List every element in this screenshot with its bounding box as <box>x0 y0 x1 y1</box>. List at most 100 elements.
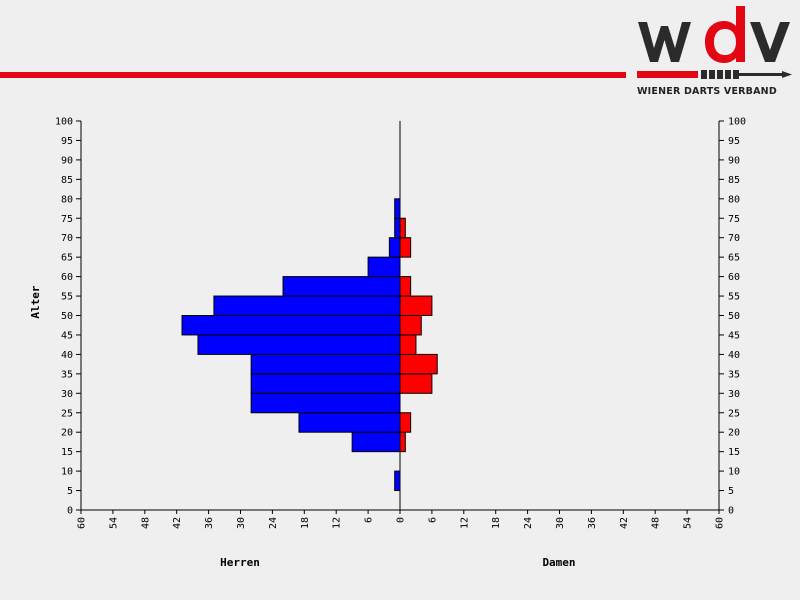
y-tick-label-right: 25 <box>728 408 740 419</box>
y-tick-label-left: 25 <box>61 408 73 419</box>
bar-herren-60 <box>367 256 401 278</box>
x-tick-label: 36 <box>587 517 598 529</box>
y-tick-label-left: 50 <box>61 311 73 322</box>
bar-herren-75 <box>394 198 401 219</box>
x-tick-label: 60 <box>77 517 88 529</box>
y-tick-label-left: 15 <box>61 447 73 458</box>
x-tick-label: 18 <box>300 517 311 529</box>
x-tick-label: 12 <box>459 517 470 529</box>
y-tick-label-left: 0 <box>67 506 73 517</box>
bar-damen-55 <box>399 276 412 297</box>
bar-damen-35 <box>399 353 438 375</box>
y-tick-label-right: 60 <box>728 272 740 283</box>
bar-herren-25 <box>250 392 401 414</box>
x-axis-title-herren: Herren <box>220 556 260 569</box>
bar-herren-65 <box>388 237 401 258</box>
bar-herren-50 <box>213 295 401 316</box>
x-tick-label: 30 <box>555 517 566 529</box>
bar-damen-70 <box>399 217 406 239</box>
y-tick-label-left: 20 <box>61 428 73 439</box>
y-tick-label-right: 70 <box>728 233 740 244</box>
bar-damen-45 <box>399 315 422 336</box>
y-tick-label-right: 90 <box>728 155 740 166</box>
y-tick-label-right: 35 <box>728 369 740 380</box>
bar-herren-20 <box>298 412 401 433</box>
header-red-line <box>0 72 626 78</box>
x-tick-label: 18 <box>491 517 502 529</box>
logo-letter-w <box>638 22 691 62</box>
bar-herren-40 <box>197 334 401 355</box>
y-tick-label-left: 35 <box>61 369 73 380</box>
y-tick-label-right: 80 <box>728 194 740 205</box>
bar-herren-70 <box>394 217 401 239</box>
logo-caption: WIENER DARTS VERBAND <box>637 86 777 97</box>
x-tick-label: 24 <box>268 517 279 529</box>
x-tick-label: 42 <box>172 517 183 529</box>
y-tick-label-right: 50 <box>728 311 740 322</box>
x-tick-label: 36 <box>204 517 215 529</box>
bar-herren-35 <box>250 353 401 375</box>
y-tick-label-left: 100 <box>55 117 73 128</box>
x-axis-title-damen: Damen <box>542 556 575 569</box>
x-tick-label: 0 <box>396 517 407 523</box>
y-tick-label-left: 10 <box>61 467 73 478</box>
y-tick-label-right: 0 <box>728 506 734 517</box>
x-tick-label: 48 <box>651 517 662 529</box>
y-tick-label-right: 15 <box>728 447 740 458</box>
x-tick-label: 54 <box>683 517 694 529</box>
bar-herren-55 <box>282 276 401 297</box>
x-tick-label: 48 <box>140 517 151 529</box>
logo-dart-red <box>637 71 698 78</box>
y-tick-label-left: 65 <box>61 253 73 264</box>
y-tick-label-right: 75 <box>728 214 740 225</box>
y-tick-label-left: 55 <box>61 292 73 303</box>
y-tick-label-left: 60 <box>61 272 73 283</box>
bar-damen-15 <box>399 431 406 453</box>
bars-layer <box>181 198 438 492</box>
bar-damen-40 <box>399 334 417 355</box>
y-tick-label-left: 40 <box>61 350 73 361</box>
y-tick-label-left: 45 <box>61 330 73 341</box>
y-tick-label-right: 5 <box>728 486 734 497</box>
bar-damen-65 <box>399 237 412 258</box>
y-tick-label-right: 55 <box>728 292 740 303</box>
y-tick-label-left: 70 <box>61 233 73 244</box>
x-tick-label: 6 <box>364 517 375 523</box>
logo-letter-d <box>705 6 745 63</box>
y-tick-label-right: 45 <box>728 330 740 341</box>
x-tick-label: 42 <box>619 517 630 529</box>
x-tick-label: 60 <box>715 517 726 529</box>
y-tick-label-right: 85 <box>728 175 740 186</box>
y-tick-label-left: 95 <box>61 136 73 147</box>
y-axis-title: Alter <box>29 285 42 318</box>
y-tick-label-left: 75 <box>61 214 73 225</box>
bar-damen-20 <box>399 412 412 433</box>
wdv-logo <box>637 6 792 79</box>
x-tick-label: 6 <box>427 517 438 523</box>
x-tick-label: 54 <box>108 517 119 529</box>
bar-damen-50 <box>399 295 433 316</box>
y-tick-label-left: 30 <box>61 389 73 400</box>
y-tick-label-left: 85 <box>61 175 73 186</box>
bar-herren-5 <box>394 470 401 492</box>
y-tick-label-left: 5 <box>67 486 73 497</box>
x-tick-label: 12 <box>332 517 343 529</box>
y-tick-label-right: 40 <box>728 350 740 361</box>
x-tick-label: 24 <box>523 517 534 529</box>
y-tick-label-right: 20 <box>728 428 740 439</box>
y-tick-label-right: 10 <box>728 467 740 478</box>
y-tick-label-right: 95 <box>728 136 740 147</box>
y-tick-label-left: 80 <box>61 194 73 205</box>
bar-herren-30 <box>250 373 401 394</box>
y-tick-label-right: 100 <box>728 117 746 128</box>
bar-herren-15 <box>351 431 401 453</box>
y-tick-label-right: 65 <box>728 253 740 264</box>
bar-damen-30 <box>399 373 433 394</box>
y-tick-label-right: 30 <box>728 389 740 400</box>
y-tick-label-left: 90 <box>61 155 73 166</box>
x-tick-label: 30 <box>236 517 247 529</box>
bar-herren-45 <box>181 315 401 336</box>
logo-letter-v <box>750 22 790 62</box>
